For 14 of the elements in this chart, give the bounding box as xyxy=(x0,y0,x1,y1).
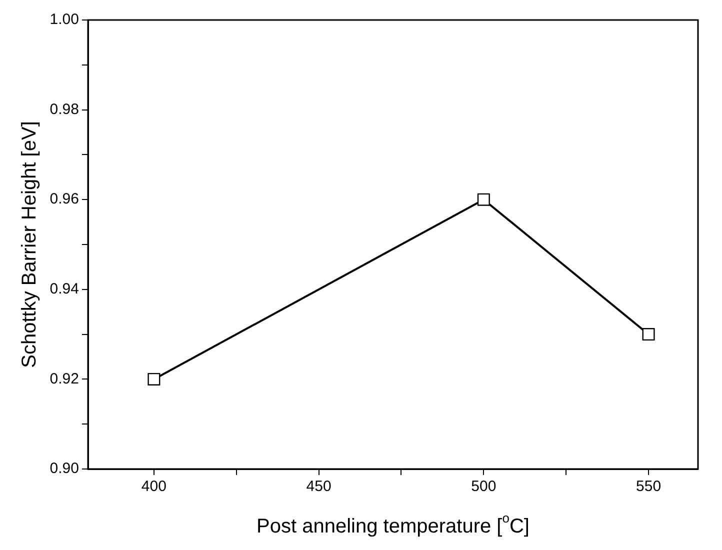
y-tick-label: 0.90 xyxy=(50,460,79,478)
x-tick-label: 400 xyxy=(141,478,166,496)
y-tick-label: 1.00 xyxy=(50,11,79,28)
y-axis-title: Schottky Barrier Height [eV] xyxy=(18,121,41,368)
x-tick-label: 500 xyxy=(471,478,496,496)
x-tick-label: 450 xyxy=(306,478,332,496)
y-tick-label: 0.96 xyxy=(50,190,79,208)
point xyxy=(148,372,160,386)
y-tick-label: 0.94 xyxy=(50,280,79,298)
x-tick-label: 550 xyxy=(636,478,662,496)
point xyxy=(642,328,655,341)
y-tick-label: 0.92 xyxy=(50,370,79,388)
point xyxy=(477,193,490,206)
y-tick-label: 0.98 xyxy=(50,100,79,118)
